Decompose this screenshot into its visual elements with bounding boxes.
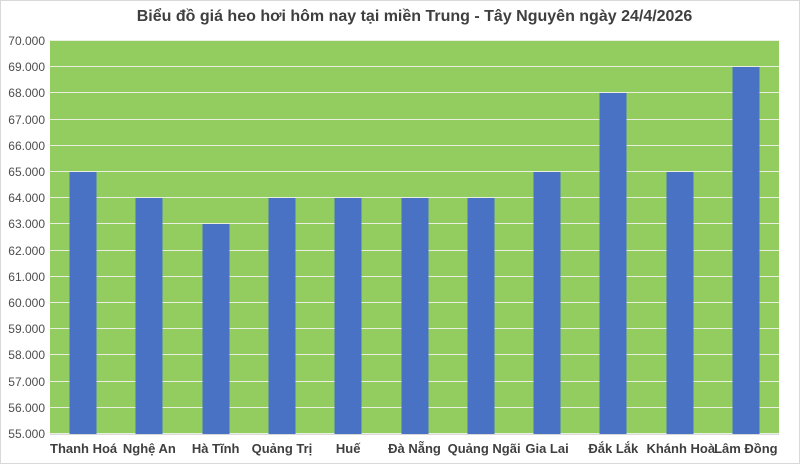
x-tick-label: Gia Lai [525,441,569,456]
gridline [50,197,779,199]
bar-nghệ-an [135,198,163,434]
y-tick-label: 60.000 [8,296,45,310]
gridline [50,66,779,68]
bar-thanh-hoá [69,172,97,434]
x-tick-label: Lâm Đồng [714,441,778,456]
bar-đà-nẵng [401,198,428,434]
bar-huế [334,198,362,434]
gridline [50,40,779,41]
x-tick-label: Thanh Hoá [50,441,118,456]
bar-lâm-đồng [732,67,760,434]
y-axis: 55.000 56.000 57.000 58.000 59.000 60.000 61.0… [1,34,45,441]
y-tick-label: 61.000 [8,269,45,284]
y-tick-label: 59.000 [8,322,45,337]
y-tick-label: 63.000 [8,217,45,232]
x-tick-label: Khánh Hoà [646,441,716,456]
y-tick-label: 57.000 [8,374,45,389]
gridline [50,170,779,172]
y-tick-label: 70.000 [8,34,45,48]
x-tick-label: Nghệ An [122,441,176,456]
bar-đắk-lắk [599,93,627,434]
y-tick-label: 55.000 [8,427,45,441]
gridline [50,144,779,146]
y-tick-label: 66.000 [8,138,45,153]
bar-khánh-hoà [666,172,694,434]
y-tick-label: 69.000 [8,60,45,75]
bar-gia-lai [533,172,561,434]
y-tick-label: 56.000 [8,400,45,415]
y-tick-label: 62.000 [8,243,45,258]
x-tick-label: Huế [335,441,361,456]
y-tick-label: 65.000 [8,165,45,179]
x-tick-label: Quảng Ngãi [447,441,521,456]
bar-quảng-ngãi [467,198,495,434]
bar-hà-tĩnh [202,224,230,434]
bar-quảng-trị [268,198,296,434]
plot-area [50,40,779,435]
y-tick-label: 58.000 [8,348,45,363]
x-tick-label: Đắk Lắk [588,441,639,456]
gridline [50,118,779,120]
chart-title: Biểu đồ giá heo hơi hôm nay tại miền Tru… [136,8,693,25]
y-tick-label: 68.000 [8,86,45,101]
gridline [50,92,779,94]
y-tick-label: 64.000 [8,191,45,206]
x-tick-label: Hà Tĩnh [191,441,240,456]
y-tick-label: 67.000 [8,112,45,127]
x-tick-label: Quảng Trị [251,441,313,456]
x-axis: Thanh Hoá Nghệ An Hà Tĩnh Quảng Trị Huế Đà Nẵ… [50,441,779,461]
x-tick-label: Đà Nẵng [388,441,441,456]
